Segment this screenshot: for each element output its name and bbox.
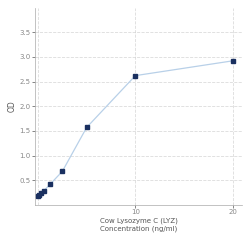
- X-axis label: Cow Lysozyme C (LYZ)
Concentration (ng/ml): Cow Lysozyme C (LYZ) Concentration (ng/m…: [100, 218, 178, 232]
- Y-axis label: OD: OD: [8, 100, 17, 112]
